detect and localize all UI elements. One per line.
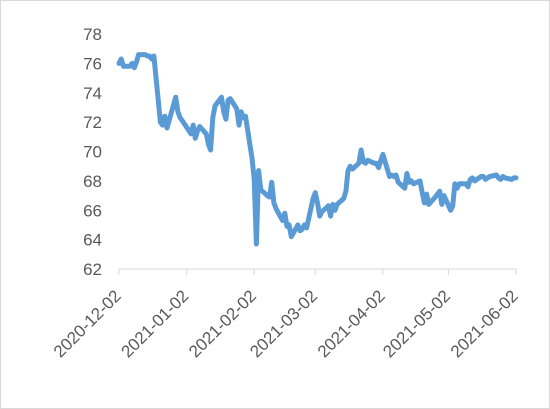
y-axis-labels: 62 64 66 68 70 72 74 76 78: [83, 25, 102, 279]
y-tick-label: 68: [83, 172, 102, 191]
x-tick-label: 2021-01-02: [118, 286, 193, 361]
y-tick-label: 64: [83, 231, 102, 250]
x-tick-label: 2021-04-02: [314, 286, 389, 361]
y-tick-label: 72: [83, 113, 102, 132]
y-tick-label: 76: [83, 54, 102, 73]
series-group: [116, 52, 519, 247]
y-tick-label: 70: [83, 143, 102, 162]
x-tick-label: 2020-12-02: [50, 286, 125, 361]
x-tick-label: 2021-05-02: [379, 286, 454, 361]
series-line: [116, 52, 519, 247]
y-tick-label: 78: [83, 25, 102, 44]
x-axis: 2020-12-022021-01-022021-02-022021-03-02…: [50, 268, 522, 361]
y-tick-label: 66: [83, 201, 102, 220]
x-tick-label: 2021-06-02: [447, 286, 522, 361]
y-tick-label: 62: [83, 260, 102, 279]
y-tick-label: 74: [83, 84, 102, 103]
